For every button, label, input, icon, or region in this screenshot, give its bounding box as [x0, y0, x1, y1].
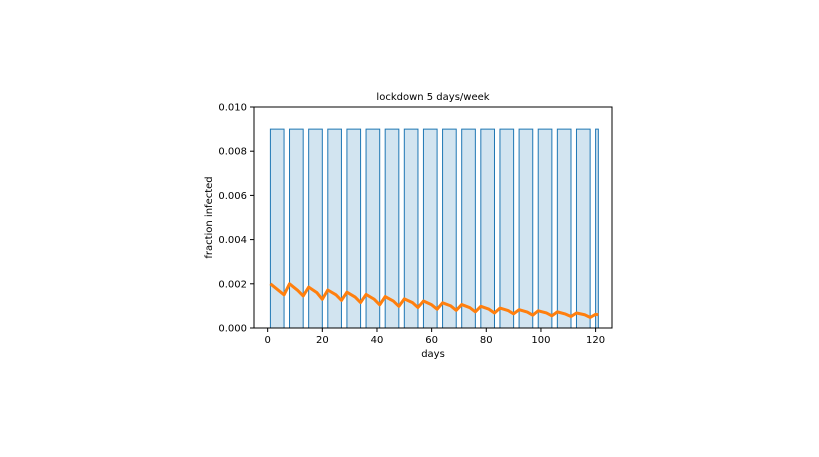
lockdown-block-1 [289, 129, 304, 328]
x-tick-label: 0 [264, 335, 270, 346]
series-group [269, 282, 599, 319]
y-tick-label: 0.010 [218, 103, 247, 114]
lockdown-block-outline-15 [556, 128, 572, 328]
y-tick-label: 0.008 [218, 147, 247, 158]
lockdown-block-15 [557, 129, 572, 328]
lockdown-block-outline-4 [346, 128, 362, 328]
lockdown-block-outline-14 [537, 128, 553, 328]
x-tick-label: 20 [316, 335, 329, 346]
lockdown-block-outline-6 [384, 128, 400, 328]
series-line-0 [269, 282, 599, 319]
lockdown-block-14 [538, 129, 552, 328]
y-tick-label: 0.004 [218, 235, 247, 246]
lockdown-block-3 [327, 129, 342, 328]
lockdown-block-11 [480, 129, 495, 328]
lockdown-block-13 [519, 129, 533, 328]
lockdown-block-7 [404, 129, 418, 328]
lockdown-block-9 [442, 129, 457, 328]
x-tick-label: 40 [371, 335, 384, 346]
lockdown-block-12 [499, 129, 514, 328]
lockdown-block-16 [576, 129, 591, 328]
lockdown-block-outline-1 [289, 128, 304, 328]
lockdown-block-outline-13 [518, 128, 534, 328]
lockdown-block-outline-11 [480, 128, 495, 328]
y-axis-label: fraction infected [204, 176, 215, 258]
lockdown-block-outline-3 [327, 128, 342, 328]
lockdown-block-outline-16 [575, 128, 591, 328]
lockdown-block-outline-9 [442, 128, 457, 328]
lockdown-block-outline-0 [269, 128, 285, 328]
lockdown-block-outline-2 [308, 128, 323, 328]
lockdown-block-outline-17 [595, 128, 599, 328]
y-axis-ticks: 0.000 0.002 0.004 0.006 0.008 0.010 [218, 103, 254, 335]
y-tick-label: 0.002 [218, 279, 247, 290]
y-tick-label: 0.000 [218, 324, 247, 335]
x-tick-label: 60 [425, 335, 438, 346]
lockdown-block-10 [461, 129, 476, 328]
lockdown-block-4 [346, 129, 361, 328]
plot-area [269, 128, 599, 328]
x-axis-label: days [421, 349, 445, 360]
lockdown-block-outline-5 [365, 128, 381, 328]
lockdown-shading [269, 128, 599, 328]
lockdown-block-0 [270, 129, 285, 328]
lockdown-block-outline-12 [499, 128, 515, 328]
x-axis-ticks: 0 20 40 60 80 100 120 [264, 328, 605, 346]
x-tick-label: 100 [531, 335, 550, 346]
axes-frame [253, 106, 613, 329]
lockdown-block-8 [423, 129, 438, 328]
lockdown-block-6 [385, 129, 399, 328]
lockdown-block-outline-10 [461, 128, 476, 328]
lockdown-block-2 [308, 129, 323, 328]
lockdown-block-outline-8 [422, 128, 438, 328]
x-tick-label: 80 [480, 335, 493, 346]
x-tick-label: 120 [586, 335, 605, 346]
chart-title: lockdown 5 days/week [376, 92, 489, 103]
lockdown-block-17 [595, 129, 599, 328]
lockdown-block-outline-7 [403, 128, 419, 328]
lockdown-block-5 [366, 129, 380, 328]
y-tick-label: 0.006 [218, 191, 247, 202]
